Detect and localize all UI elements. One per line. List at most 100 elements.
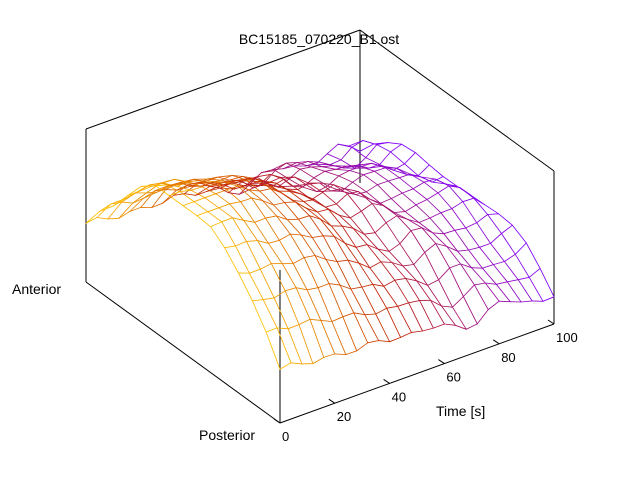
surface-position-line	[187, 181, 199, 186]
surface-position-line	[517, 276, 530, 281]
x-tick-mark	[273, 418, 281, 424]
surface-position-line	[484, 282, 497, 285]
surface-position-line	[408, 300, 421, 304]
surface-position-line	[407, 219, 420, 223]
surface-position-line	[420, 176, 433, 183]
back-top-edge	[85, 29, 361, 130]
surface-position-line	[379, 198, 392, 204]
surface-position-line	[265, 215, 277, 219]
surface-position-line	[154, 189, 167, 192]
surface-position-line	[331, 316, 344, 322]
surface-position-line	[300, 234, 313, 238]
surface-position-line	[363, 232, 376, 235]
surface-position-line	[457, 249, 470, 252]
surface-position-line	[284, 201, 296, 203]
surface-position-line	[389, 336, 402, 343]
surface-position-line	[243, 219, 256, 223]
x-tick-label: 80	[501, 350, 515, 365]
surface-position-line	[218, 203, 231, 209]
surface-position-line	[317, 283, 330, 289]
surface-position-line	[304, 163, 317, 167]
surface-position-line	[350, 286, 363, 290]
surface-position-line	[220, 174, 233, 181]
surface-position-line	[247, 183, 260, 186]
surface-position-line	[211, 182, 224, 186]
surface-position-line	[283, 176, 296, 180]
surface-position-line	[471, 267, 483, 269]
surface-position-line	[454, 227, 467, 231]
surface-position-line	[276, 215, 288, 221]
surface-position-line	[206, 176, 219, 180]
surface-position-line	[184, 193, 197, 196]
plot-frame	[85, 29, 555, 424]
surface-position-line	[374, 167, 386, 172]
surface-position-line	[302, 177, 315, 188]
surface-position-line	[124, 192, 137, 200]
y-axis-near-label: Posterior	[199, 427, 255, 443]
surface-position-line	[170, 183, 183, 187]
surface-position-line	[107, 217, 120, 220]
surface-position-line	[422, 327, 434, 332]
surface-position-line	[311, 191, 324, 201]
surface-position-line	[173, 178, 186, 183]
surface-position-line	[390, 143, 403, 153]
surface-position-line	[342, 312, 355, 318]
surface-position-line	[498, 300, 511, 303]
surface-position-line	[424, 243, 437, 253]
surface-position-line	[337, 143, 350, 147]
surface-position-line	[319, 218, 332, 227]
surface-position-line	[344, 188, 356, 196]
surface-position-line	[305, 183, 318, 193]
surface-position-line	[430, 299, 442, 307]
surface-position-line	[271, 168, 284, 171]
surface-position-line	[394, 277, 407, 281]
surface-position-line	[357, 191, 370, 200]
surface-position-line	[250, 177, 263, 182]
surface-position-line	[168, 182, 180, 187]
surface-position-line	[346, 164, 359, 167]
surface-position-line	[129, 206, 142, 212]
surface-position-line	[215, 189, 228, 195]
surface-position-line	[270, 188, 283, 194]
surface-position-line	[354, 157, 367, 169]
surface-position-line	[417, 164, 430, 177]
surface-position-line	[400, 331, 412, 338]
surface-position-line	[277, 178, 290, 188]
surface-position-line	[266, 182, 279, 188]
surface-mesh	[85, 140, 555, 370]
surface-position-line	[341, 181, 354, 192]
surface-position-line	[280, 176, 293, 187]
surface-position-line	[432, 323, 445, 329]
surface-position-line	[295, 201, 307, 209]
surface-position-line	[225, 179, 238, 183]
surface-position-line	[460, 263, 472, 269]
surface-position-line	[259, 263, 272, 270]
surface-position-line	[231, 174, 244, 177]
surface-position-line	[365, 144, 378, 159]
surface-position-line	[431, 176, 444, 183]
surface-position-line	[143, 190, 156, 199]
surface-position-line	[285, 162, 298, 164]
surface-position-line	[345, 350, 358, 356]
surface-position-line	[267, 239, 280, 244]
surface-position-line	[240, 197, 253, 203]
surface-position-line	[233, 185, 246, 190]
surface-position-line	[372, 283, 385, 287]
surface-position-line	[382, 165, 394, 171]
surface-position-line	[332, 165, 345, 169]
surface-position-line	[292, 200, 305, 202]
surface-position-line	[476, 214, 489, 224]
surface-position-line	[300, 193, 313, 201]
surface-position-line	[303, 255, 316, 259]
right-top-edge	[359, 29, 555, 172]
surface-position-line	[292, 257, 305, 264]
surface-position-line	[217, 176, 230, 181]
surface-position-line	[327, 208, 340, 216]
surface-position-line	[248, 268, 261, 274]
surface-position-line	[311, 235, 324, 238]
x-tick-mark	[383, 378, 390, 384]
surface-position-line	[323, 353, 336, 358]
surface-position-line	[363, 170, 375, 176]
surface-position-line	[387, 177, 400, 182]
surface-position-line	[462, 284, 475, 297]
